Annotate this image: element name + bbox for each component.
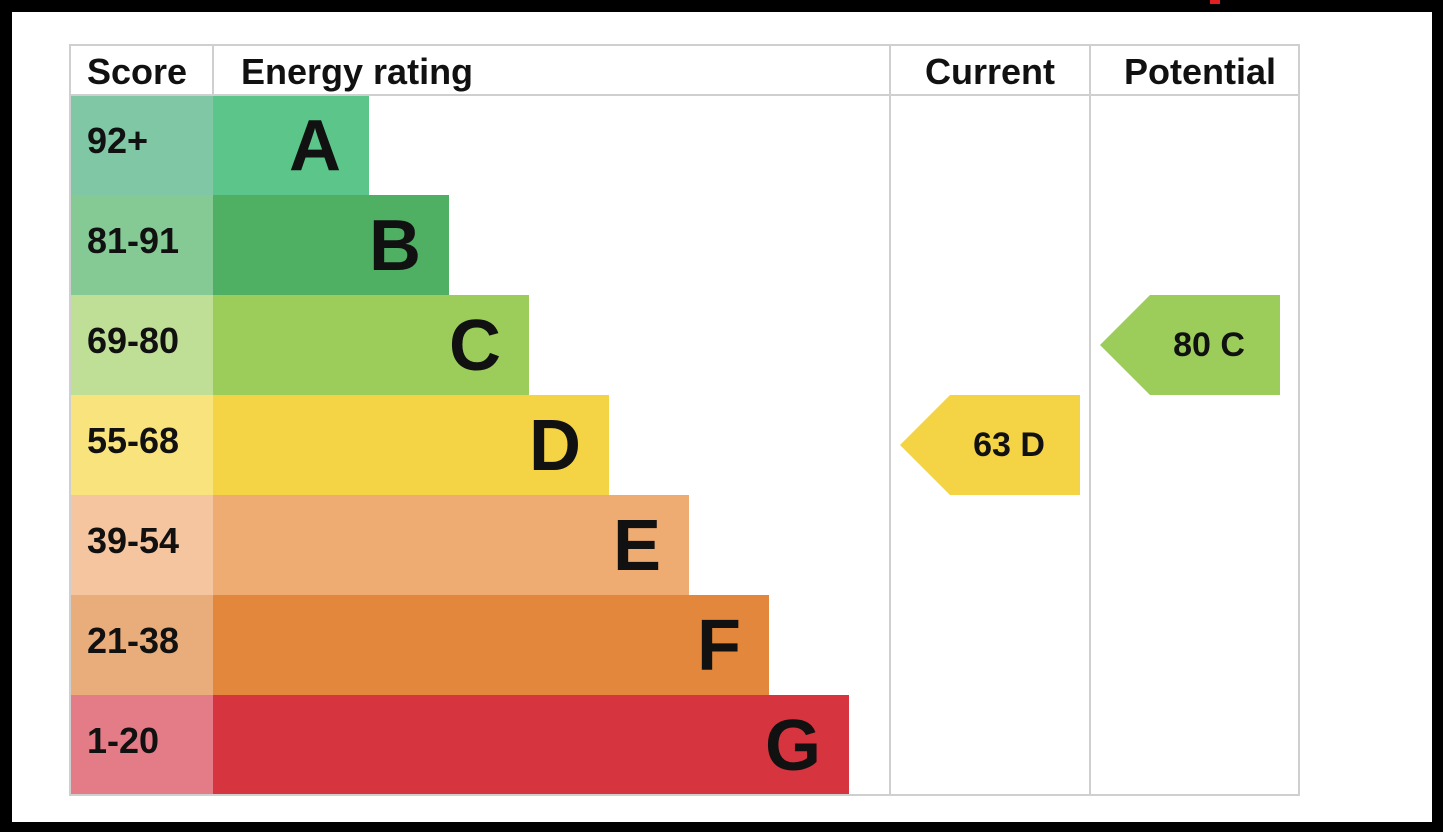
band-bar-d xyxy=(213,395,609,495)
current-rating-label: 63 D xyxy=(973,426,1045,464)
header-current: Current xyxy=(925,51,1055,92)
current-rating-arrow xyxy=(900,395,1080,495)
band-bar-g xyxy=(213,695,849,795)
band-bar-b xyxy=(213,195,449,295)
header-row xyxy=(70,45,1299,95)
potential-rating-arrow xyxy=(1100,295,1280,395)
band-letter-e: E xyxy=(613,506,661,586)
arrows-layer: 63 D 80 C xyxy=(900,295,1280,495)
score-label-a: 92+ xyxy=(87,120,148,161)
score-cell-f xyxy=(70,595,213,695)
score-label-c: 69-80 xyxy=(87,320,179,361)
score-label-d: 55-68 xyxy=(87,420,179,461)
bands-layer: 92+ A 81-91 B 69-80 C 55-68 D 39-54 E 21-38 F 1-20 G xyxy=(70,95,849,795)
red-marker xyxy=(1210,0,1220,4)
band-bar-c xyxy=(213,295,529,395)
score-label-e: 39-54 xyxy=(87,520,179,561)
score-cell-c xyxy=(70,295,213,395)
band-bar-e xyxy=(213,495,689,595)
score-label-f: 21-38 xyxy=(87,620,179,661)
score-label-b: 81-91 xyxy=(87,220,179,261)
potential-rating-label: 80 C xyxy=(1173,326,1245,364)
score-cell-g xyxy=(70,695,213,795)
grid-lines xyxy=(69,44,1300,796)
band-letter-c: C xyxy=(449,306,501,386)
band-letter-g: G xyxy=(765,706,821,786)
band-letter-f: F xyxy=(697,606,741,686)
score-label-g: 1-20 xyxy=(87,720,159,761)
score-cell-e xyxy=(70,495,213,595)
band-letter-b: B xyxy=(369,206,421,286)
header-energy-rating: Energy rating xyxy=(241,51,473,92)
header-potential: Potential xyxy=(1124,51,1276,92)
score-cell-d xyxy=(70,395,213,495)
band-letter-d: D xyxy=(529,406,581,486)
band-bar-a xyxy=(213,95,369,195)
band-bar-f xyxy=(213,595,769,695)
score-cell-a xyxy=(70,95,213,195)
band-letter-a: A xyxy=(289,106,341,186)
header-score: Score xyxy=(87,51,187,92)
score-cell-b xyxy=(70,195,213,295)
